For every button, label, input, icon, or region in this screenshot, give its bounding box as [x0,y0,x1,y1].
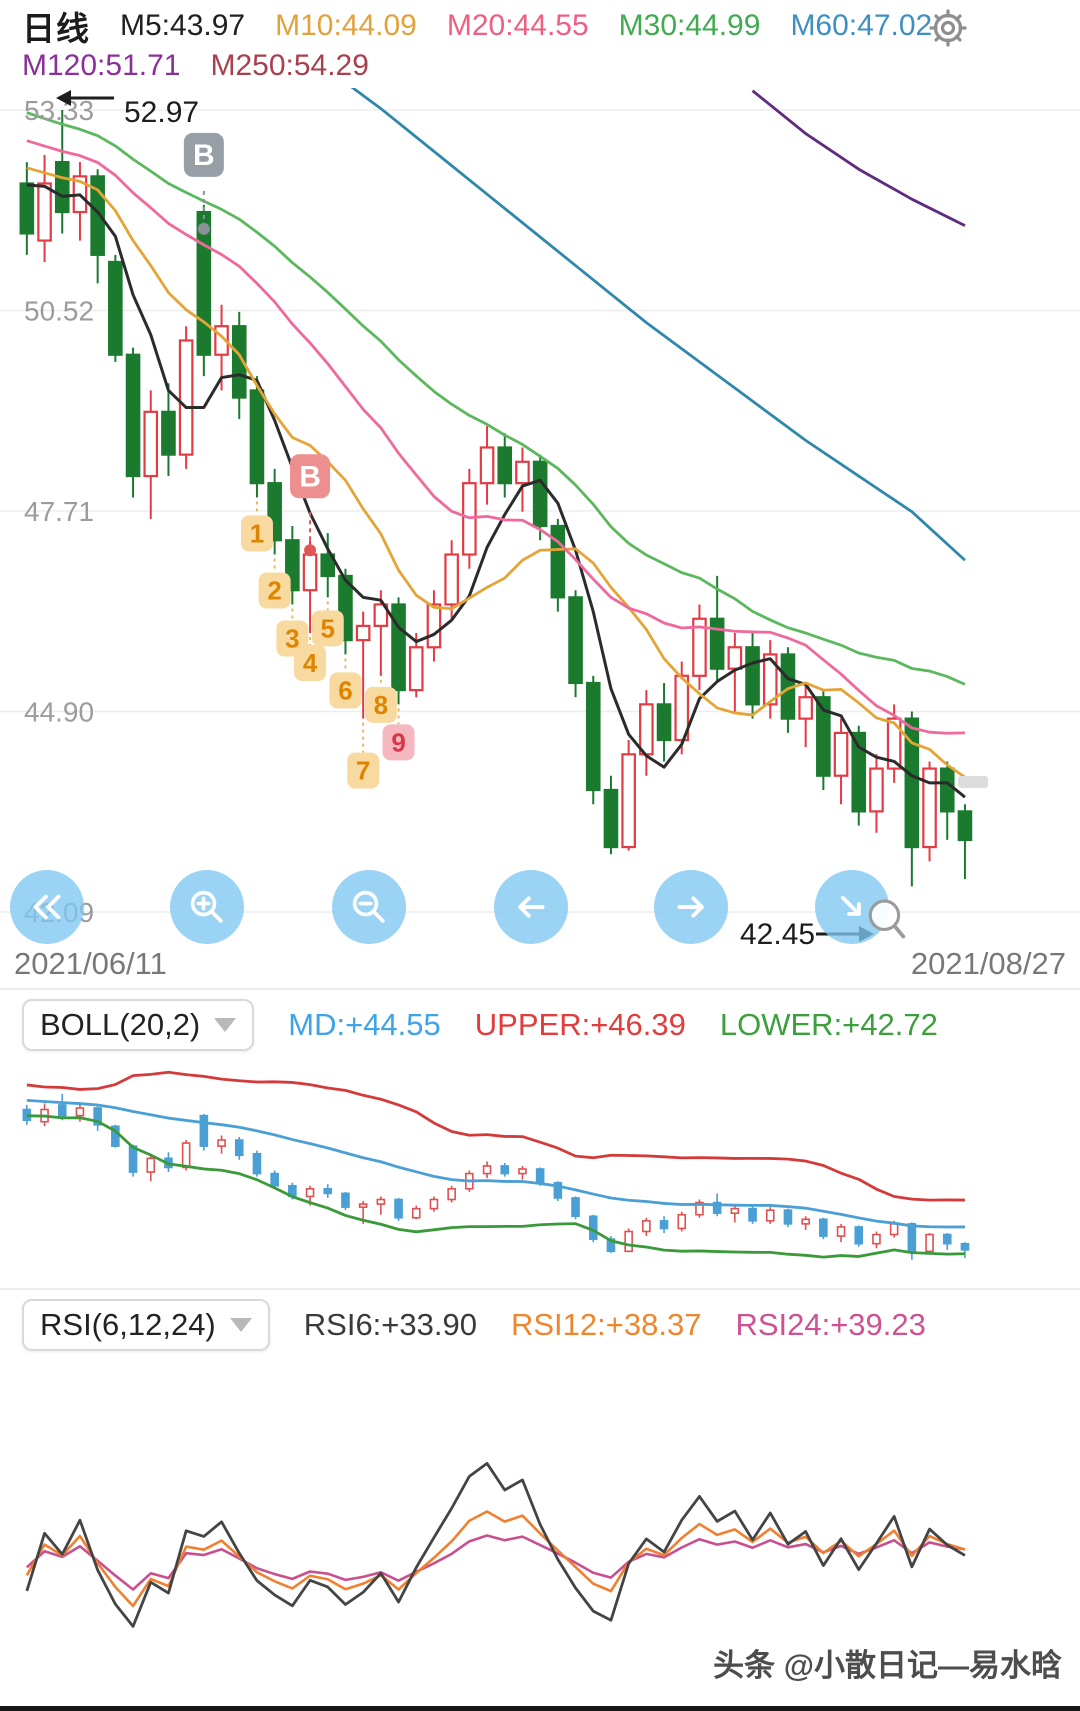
legend-ma5: M5:43.97 [120,9,246,42]
watermark: 头条 @小散日记—易水晗 [713,1648,1062,1683]
rsi-header: RSI(6,12,24) RSI6:+33.90 RSI12:+38.37 RS… [0,1290,1080,1351]
pan-right-button[interactable] [654,870,728,944]
svg-text:2: 2 [267,576,281,606]
main-candlestick-chart: 53.3350.5247.7144.9042.09123456789BB52.9… [0,88,1080,985]
svg-text:B: B [299,460,321,493]
rsi12-value: RSI12:+38.37 [510,1307,702,1342]
svg-text:1: 1 [250,518,264,548]
indicator-header: 日线 M5:43.97 M10:44.09 M20:44.55 M30:44.9… [0,0,1080,88]
legend-row-1: 日线 M5:43.97 M10:44.09 M20:44.55 M30:44.9… [22,6,1080,47]
boll-upper-value: UPPER:+46.39 [474,1007,686,1042]
svg-text:7: 7 [356,756,370,786]
legend-ma250: M250:54.29 [210,49,369,82]
date-axis: 2021/06/11 2021/08/27 [0,946,1080,982]
chevron-down-icon [229,1318,252,1332]
legend-ma10: M10:44.09 [275,9,417,42]
pan-left-button[interactable] [494,870,568,944]
settings-gear-icon[interactable] [928,8,968,48]
legend-row-2: M120:51.71 M250:54.29 [22,46,1080,86]
rsi-indicator-selector[interactable]: RSI(6,12,24) [22,1299,270,1351]
svg-text:5: 5 [321,613,335,643]
svg-text:9: 9 [391,727,405,757]
svg-text:50.52: 50.52 [24,296,94,327]
svg-text:53.33: 53.33 [24,95,94,126]
boll-selector-label: BOLL(20,2) [40,1007,201,1042]
fast-backward-button[interactable] [10,870,84,944]
rsi24-value: RSI24:+39.23 [735,1307,926,1342]
svg-text:42.45: 42.45 [740,918,815,951]
boll-header: BOLL(20,2) MD:+44.55 UPPER:+46.39 LOWER:… [0,990,1080,1051]
double-chevron-left-icon [33,894,61,920]
arrow-right-icon [677,896,704,918]
arrow-left-icon [518,896,545,918]
rsi-selector-label: RSI(6,12,24) [40,1307,216,1342]
legend-ma20: M20:44.55 [446,9,589,42]
boll-lower-value: LOWER:+42.72 [719,1007,938,1042]
magnifier-minus-icon [352,890,385,923]
period-selector[interactable]: 日线 [22,10,90,47]
zoom-in-button[interactable] [170,870,244,944]
svg-text:47.71: 47.71 [24,496,94,527]
boll-panel: BOLL(20,2) MD:+44.55 UPPER:+46.39 LOWER:… [0,988,1080,1288]
boll-canvas[interactable] [0,1058,1080,1276]
svg-text:44.90: 44.90 [24,697,94,728]
chart-nav-toolbar [0,870,1080,944]
legend-ma120: M120:51.71 [22,49,181,82]
candlestick-canvas[interactable]: 53.3350.5247.7144.9042.09123456789BB52.9… [0,88,1080,985]
boll-md-value: MD:+44.55 [288,1007,441,1042]
arrow-down-right-icon [840,895,861,916]
rsi-canvas[interactable] [0,1356,1080,1686]
svg-text:4: 4 [303,648,318,678]
date-end-label: 2021/08/27 [910,946,1066,981]
boll-indicator-selector[interactable]: BOLL(20,2) [22,999,255,1051]
svg-text:52.97: 52.97 [124,96,199,129]
chevron-down-icon [214,1018,237,1032]
rsi-panel: RSI(6,12,24) RSI6:+33.90 RSI12:+38.37 RS… [0,1288,1080,1711]
magnifier-plus-icon [190,890,223,923]
svg-text:6: 6 [338,675,352,705]
legend-ma60: M60:47.02 [790,9,933,42]
legend-ma30: M30:44.99 [618,9,761,42]
date-start-label: 2021/06/11 [14,946,167,981]
svg-text:8: 8 [374,690,388,720]
zoom-out-button[interactable] [332,870,406,944]
magnifier-icon [862,894,914,946]
bottom-edge-bar [0,1706,1080,1711]
svg-text:3: 3 [285,623,299,653]
svg-text:B: B [193,139,215,172]
rsi6-value: RSI6:+33.90 [303,1307,477,1342]
